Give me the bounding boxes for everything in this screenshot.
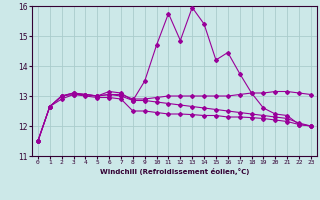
X-axis label: Windchill (Refroidissement éolien,°C): Windchill (Refroidissement éolien,°C) bbox=[100, 168, 249, 175]
